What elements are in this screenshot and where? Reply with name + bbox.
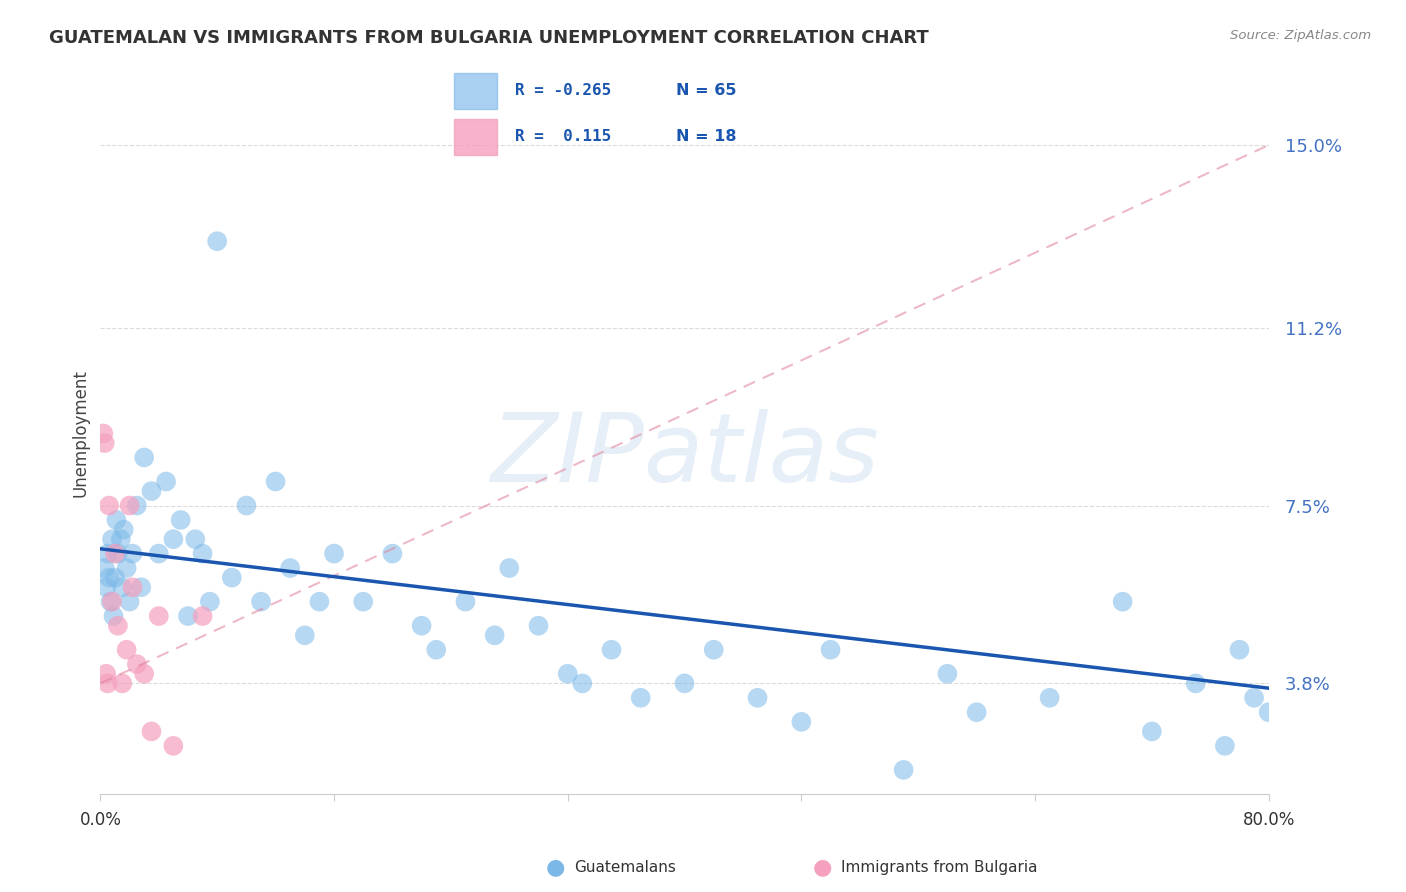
- Point: [107, 618, 129, 632]
- Point: [294, 628, 316, 642]
- Point: [235, 499, 257, 513]
- Text: Guatemalans: Guatemalans: [574, 860, 675, 874]
- Point: [107, 547, 129, 561]
- Point: [115, 642, 138, 657]
- Point: [93, 436, 115, 450]
- Point: [97, 676, 120, 690]
- Point: [118, 499, 141, 513]
- Point: [103, 609, 125, 624]
- Point: [97, 547, 120, 561]
- Point: [673, 676, 696, 690]
- Point: [148, 547, 170, 561]
- Text: R = -0.265: R = -0.265: [515, 83, 610, 98]
- Point: [96, 580, 118, 594]
- Point: [250, 595, 273, 609]
- Point: [100, 595, 122, 609]
- Point: [98, 499, 121, 513]
- Point: [527, 618, 550, 632]
- Point: [93, 561, 115, 575]
- Point: [1140, 724, 1163, 739]
- Bar: [454, 119, 496, 155]
- Point: [411, 618, 433, 632]
- Text: Source: ZipAtlas.com: Source: ZipAtlas.com: [1230, 29, 1371, 42]
- Point: [557, 666, 579, 681]
- Point: [118, 595, 141, 609]
- Point: [1111, 595, 1133, 609]
- Point: [125, 499, 148, 513]
- Point: [110, 532, 132, 546]
- Point: [121, 580, 143, 594]
- Point: [121, 547, 143, 561]
- Point: [1213, 739, 1236, 753]
- Text: Immigrants from Bulgaria: Immigrants from Bulgaria: [841, 860, 1038, 874]
- Point: [425, 642, 447, 657]
- Point: [101, 595, 124, 609]
- Point: [184, 532, 207, 546]
- Point: [104, 547, 127, 561]
- Point: [155, 475, 177, 489]
- Point: [264, 475, 287, 489]
- Text: 80.0%: 80.0%: [1243, 811, 1295, 829]
- Point: [134, 666, 156, 681]
- Point: [278, 561, 301, 575]
- Point: [129, 580, 152, 594]
- Point: [112, 523, 135, 537]
- Point: [141, 724, 163, 739]
- Point: [820, 642, 842, 657]
- Bar: [454, 73, 496, 109]
- Text: ●: ●: [546, 857, 565, 877]
- Point: [134, 450, 156, 465]
- Point: [966, 705, 988, 719]
- Point: [162, 739, 184, 753]
- Point: [790, 714, 813, 729]
- Point: [104, 571, 127, 585]
- Point: [454, 595, 477, 609]
- Point: [205, 234, 228, 248]
- Point: [105, 513, 128, 527]
- Point: [600, 642, 623, 657]
- Point: [96, 666, 118, 681]
- Point: [91, 426, 114, 441]
- Point: [1243, 690, 1265, 705]
- Point: [177, 609, 200, 624]
- Point: [936, 666, 959, 681]
- Point: [141, 484, 163, 499]
- Point: [703, 642, 725, 657]
- Point: [498, 561, 520, 575]
- Point: [101, 532, 124, 546]
- Text: N = 18: N = 18: [676, 129, 737, 145]
- Point: [747, 690, 769, 705]
- Point: [571, 676, 593, 690]
- Text: ZIPatlas: ZIPatlas: [491, 409, 879, 501]
- Point: [308, 595, 330, 609]
- Point: [111, 676, 134, 690]
- Point: [381, 547, 404, 561]
- Point: [323, 547, 346, 561]
- Point: [1257, 705, 1279, 719]
- Point: [630, 690, 652, 705]
- Point: [1229, 642, 1251, 657]
- Point: [162, 532, 184, 546]
- Text: R =  0.115: R = 0.115: [515, 129, 610, 145]
- Point: [125, 657, 148, 672]
- Point: [148, 609, 170, 624]
- Point: [198, 595, 221, 609]
- Point: [98, 571, 121, 585]
- Text: N = 65: N = 65: [676, 83, 737, 98]
- Point: [111, 580, 134, 594]
- Point: [352, 595, 374, 609]
- Point: [115, 561, 138, 575]
- Point: [484, 628, 506, 642]
- Point: [191, 547, 214, 561]
- Point: [170, 513, 193, 527]
- Text: GUATEMALAN VS IMMIGRANTS FROM BULGARIA UNEMPLOYMENT CORRELATION CHART: GUATEMALAN VS IMMIGRANTS FROM BULGARIA U…: [49, 29, 929, 46]
- Point: [221, 571, 243, 585]
- Text: 0.0%: 0.0%: [79, 811, 121, 829]
- Point: [1039, 690, 1062, 705]
- Text: ●: ●: [813, 857, 832, 877]
- Point: [1184, 676, 1206, 690]
- Y-axis label: Unemployment: Unemployment: [72, 369, 89, 498]
- Point: [191, 609, 214, 624]
- Point: [893, 763, 915, 777]
